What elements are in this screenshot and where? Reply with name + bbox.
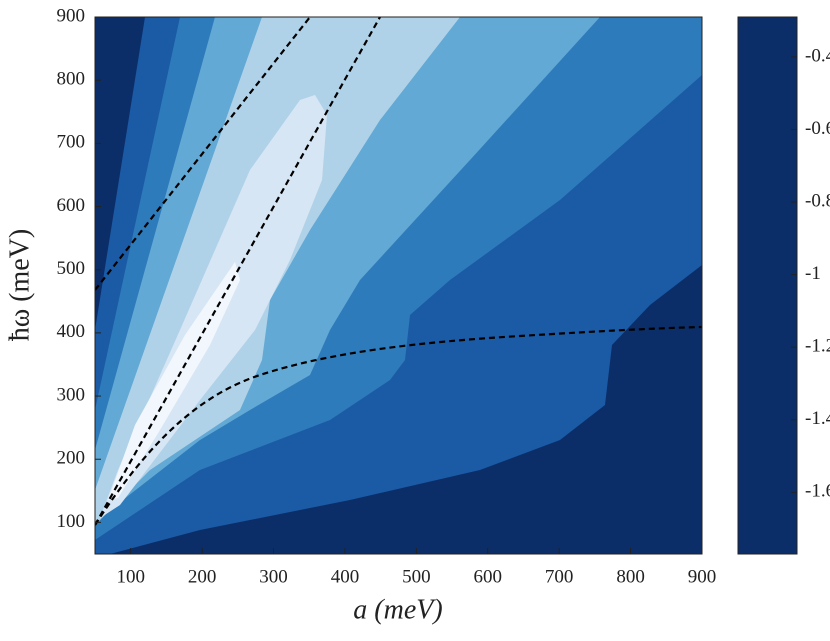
dashed-line <box>95 17 311 291</box>
colorbar-tick-label: -1.6 <box>805 481 830 502</box>
contour-band <box>108 262 240 500</box>
x-axis-label: a (meV) <box>353 594 442 625</box>
x-tick-label: 900 <box>688 566 717 587</box>
y-tick-label: 700 <box>57 132 86 153</box>
y-tick-label: 500 <box>57 258 86 279</box>
x-tick-label: 200 <box>188 566 217 587</box>
y-tick-label: 100 <box>57 511 86 532</box>
dashed-curve <box>95 325 702 526</box>
contour-plot <box>95 17 702 554</box>
dashed-curves <box>95 17 702 526</box>
axes-box <box>94 16 703 555</box>
x-tick-label: 800 <box>616 566 645 587</box>
contour-band <box>95 17 145 330</box>
x-tick-label: 100 <box>116 566 145 587</box>
colorbar-tick-label: -0.8 <box>805 190 830 211</box>
y-tick-label: 800 <box>57 69 86 90</box>
x-tick-label: 700 <box>545 566 574 587</box>
x-tick-label: 300 <box>259 566 288 587</box>
y-tick-label: 600 <box>57 195 86 216</box>
colorbar-tick-label: -1 <box>805 263 821 284</box>
y-tick-label: 200 <box>57 448 86 469</box>
colorbar-tick-label: -0.6 <box>805 118 830 139</box>
colorbar-tick-label: -1.2 <box>805 336 830 357</box>
colorbar <box>737 16 798 555</box>
colorbar-tick-label: -1.4 <box>805 408 830 429</box>
y-tick-label: 900 <box>57 5 86 26</box>
colorbar-tick-label: -0.4 <box>805 45 830 66</box>
y-tick-label: 300 <box>57 384 86 405</box>
dashed-line <box>95 17 381 526</box>
x-tick-label: 600 <box>474 566 503 587</box>
contour-band <box>110 265 702 554</box>
x-tick-label: 400 <box>331 566 360 587</box>
y-tick-label: 400 <box>57 321 86 342</box>
x-tick-label: 500 <box>402 566 431 587</box>
y-axis-label: ħω (meV) <box>4 229 35 342</box>
